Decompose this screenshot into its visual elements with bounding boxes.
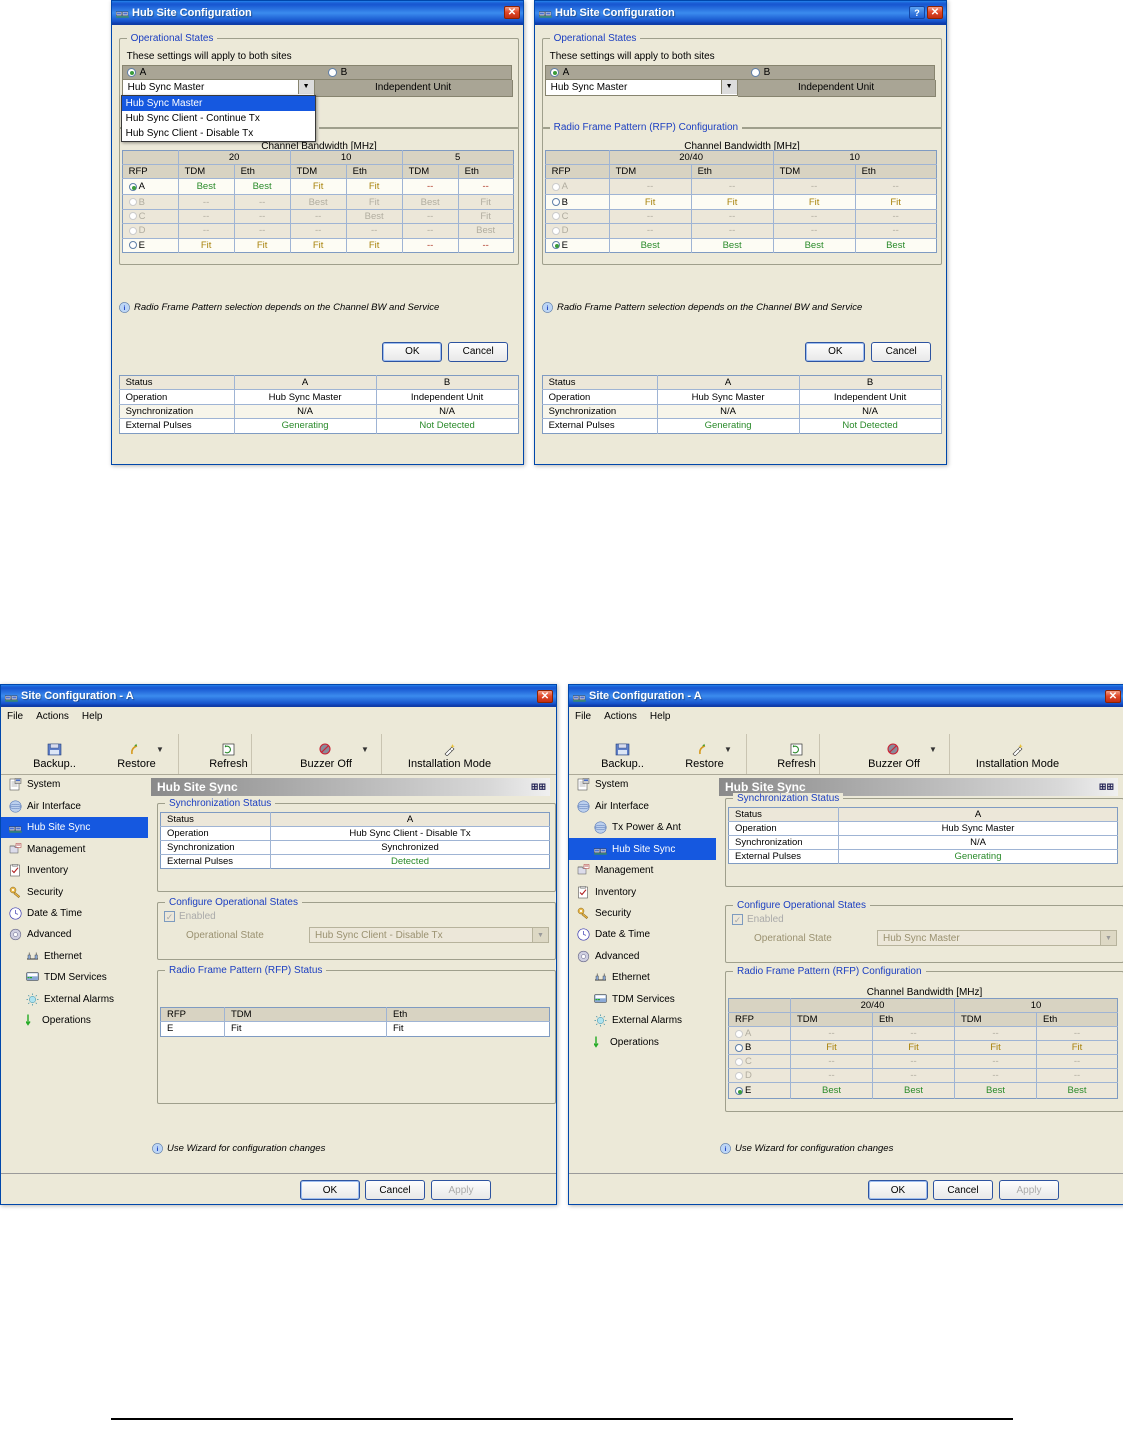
svg-text:i: i — [725, 1146, 727, 1153]
svg-text:i: i — [157, 1146, 159, 1153]
svg-text:i: i — [124, 305, 126, 312]
svg-text:i: i — [547, 305, 549, 312]
